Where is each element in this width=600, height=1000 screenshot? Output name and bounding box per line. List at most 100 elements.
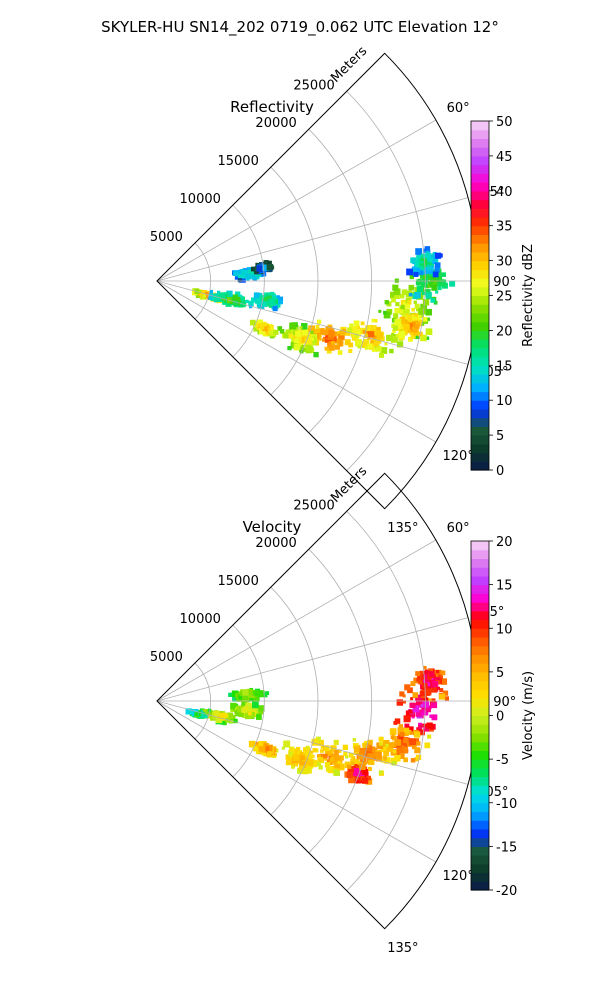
colorbar-band — [471, 794, 489, 804]
echo-cell — [228, 687, 270, 703]
azimuth-spoke — [156, 280, 469, 365]
azimuth-spoke — [156, 280, 437, 443]
colorbar-band — [471, 680, 489, 690]
colorbar-band — [471, 802, 489, 813]
colorbar-band — [471, 234, 489, 244]
colorbar-band — [471, 164, 489, 174]
colorbar-tick-label: -10 — [496, 797, 517, 812]
colorbar-band — [471, 129, 489, 140]
colorbar-band — [471, 199, 489, 209]
polar-grid — [156, 90, 479, 472]
colorbar-band — [471, 706, 489, 717]
colorbar-band — [471, 330, 489, 340]
colorbar-band — [471, 811, 489, 821]
colorbar-band — [471, 741, 489, 751]
colorbar-band — [471, 776, 489, 786]
azimuth-spoke — [156, 119, 437, 282]
colorbar-band — [471, 190, 489, 201]
colorbar-label: Velocity (m/s) — [521, 671, 536, 760]
azimuth-spoke — [156, 700, 469, 785]
colorbar-band — [471, 356, 489, 366]
colorbar-band — [471, 400, 489, 410]
colorbar-tick-label: 10 — [496, 394, 513, 409]
panel-title: Velocity — [243, 518, 302, 536]
colorbar-band — [471, 689, 489, 699]
colorbar-band — [471, 541, 489, 551]
colorbar-band — [471, 759, 489, 769]
radial-tick-label: 15000 — [217, 154, 258, 169]
echo-cell — [410, 665, 448, 702]
radial-tick-label: 5000 — [150, 230, 183, 245]
echo-cell — [208, 289, 254, 309]
reflectivity-panel: 500010000150002000025000Meters60°75°90°1… — [150, 44, 536, 536]
colorbar-band — [471, 567, 489, 577]
colorbar-band — [471, 863, 489, 874]
radial-tick-label: 20000 — [255, 116, 296, 131]
echo-cell — [230, 701, 265, 720]
echo-cell — [248, 740, 279, 759]
colorbar-band — [471, 321, 489, 331]
radial-tick-label: 5000 — [150, 650, 183, 665]
colorbar-band — [471, 426, 489, 436]
colorbar-band — [471, 382, 489, 393]
colorbar-band — [471, 628, 489, 638]
echo-cell — [232, 267, 267, 283]
colorbar: -20 -15 -10 -5 0 5 10 15 20 Velocity (m/s) — [470, 535, 536, 899]
colorbar-band — [471, 872, 489, 882]
colorbar-tick-label: -20 — [496, 884, 517, 899]
colorbar-band — [471, 391, 489, 401]
colorbar-band — [471, 636, 489, 647]
colorbar-band — [471, 558, 489, 568]
colorbar-band — [471, 374, 489, 384]
azimuth-tick-label: 90° — [493, 275, 516, 290]
colorbar-band — [471, 225, 489, 236]
colorbar-band — [471, 855, 489, 865]
colorbar-band — [471, 750, 489, 760]
echo-cell — [250, 291, 284, 312]
colorbar-tick-label: 25 — [496, 290, 513, 305]
colorbar-band — [471, 654, 489, 664]
colorbar-band — [471, 443, 489, 454]
colorbar-band — [471, 260, 489, 270]
polar-grid — [156, 510, 479, 892]
azimuth-spoke — [156, 197, 469, 282]
colorbar-band — [471, 312, 489, 323]
colorbar-tick-label: 10 — [496, 622, 513, 637]
colorbar-band — [471, 846, 489, 856]
colorbar-band — [471, 251, 489, 262]
colorbar-band — [471, 602, 489, 612]
colorbar-band — [471, 610, 489, 621]
colorbar-band — [471, 698, 489, 708]
colorbar-band — [471, 121, 489, 131]
azimuth-spoke — [156, 539, 437, 702]
colorbar-tick-label: 20 — [496, 535, 513, 550]
colorbar-band — [471, 724, 489, 734]
colorbar-band — [471, 269, 489, 279]
colorbar-tick-label: 0 — [496, 464, 504, 479]
colorbar-band — [471, 208, 489, 218]
colorbar-band — [471, 286, 489, 297]
colorbar-band — [471, 645, 489, 656]
colorbar-band — [471, 619, 489, 629]
colorbar-label: Reflectivity dBZ — [521, 244, 536, 347]
azimuth-spoke — [156, 700, 437, 863]
azimuth-tick-label: 135° — [387, 941, 418, 956]
colorbar-tick-label: 45 — [496, 150, 513, 165]
colorbar-band — [471, 304, 489, 314]
colorbar-tick-label: 5 — [496, 429, 504, 444]
colorbar-tick-label: 15 — [496, 579, 513, 594]
colorbar-band — [471, 182, 489, 192]
echo-cell — [382, 724, 432, 765]
colorbar-band — [471, 820, 489, 830]
colorbar: 0 5 10 15 20 25 30 35 40 45 50 Reflectivity dBZ — [470, 115, 536, 479]
panel-title: Reflectivity — [230, 98, 314, 116]
colorbar-band — [471, 216, 489, 227]
colorbar-tick-label: 5 — [496, 666, 504, 681]
colorbar-band — [471, 173, 489, 183]
echo-cell — [281, 740, 323, 775]
radial-axis-label: Meters — [328, 44, 370, 86]
colorbar-band — [471, 881, 489, 891]
colorbar-tick-label: 35 — [496, 220, 513, 235]
azimuth-spoke — [156, 617, 469, 702]
